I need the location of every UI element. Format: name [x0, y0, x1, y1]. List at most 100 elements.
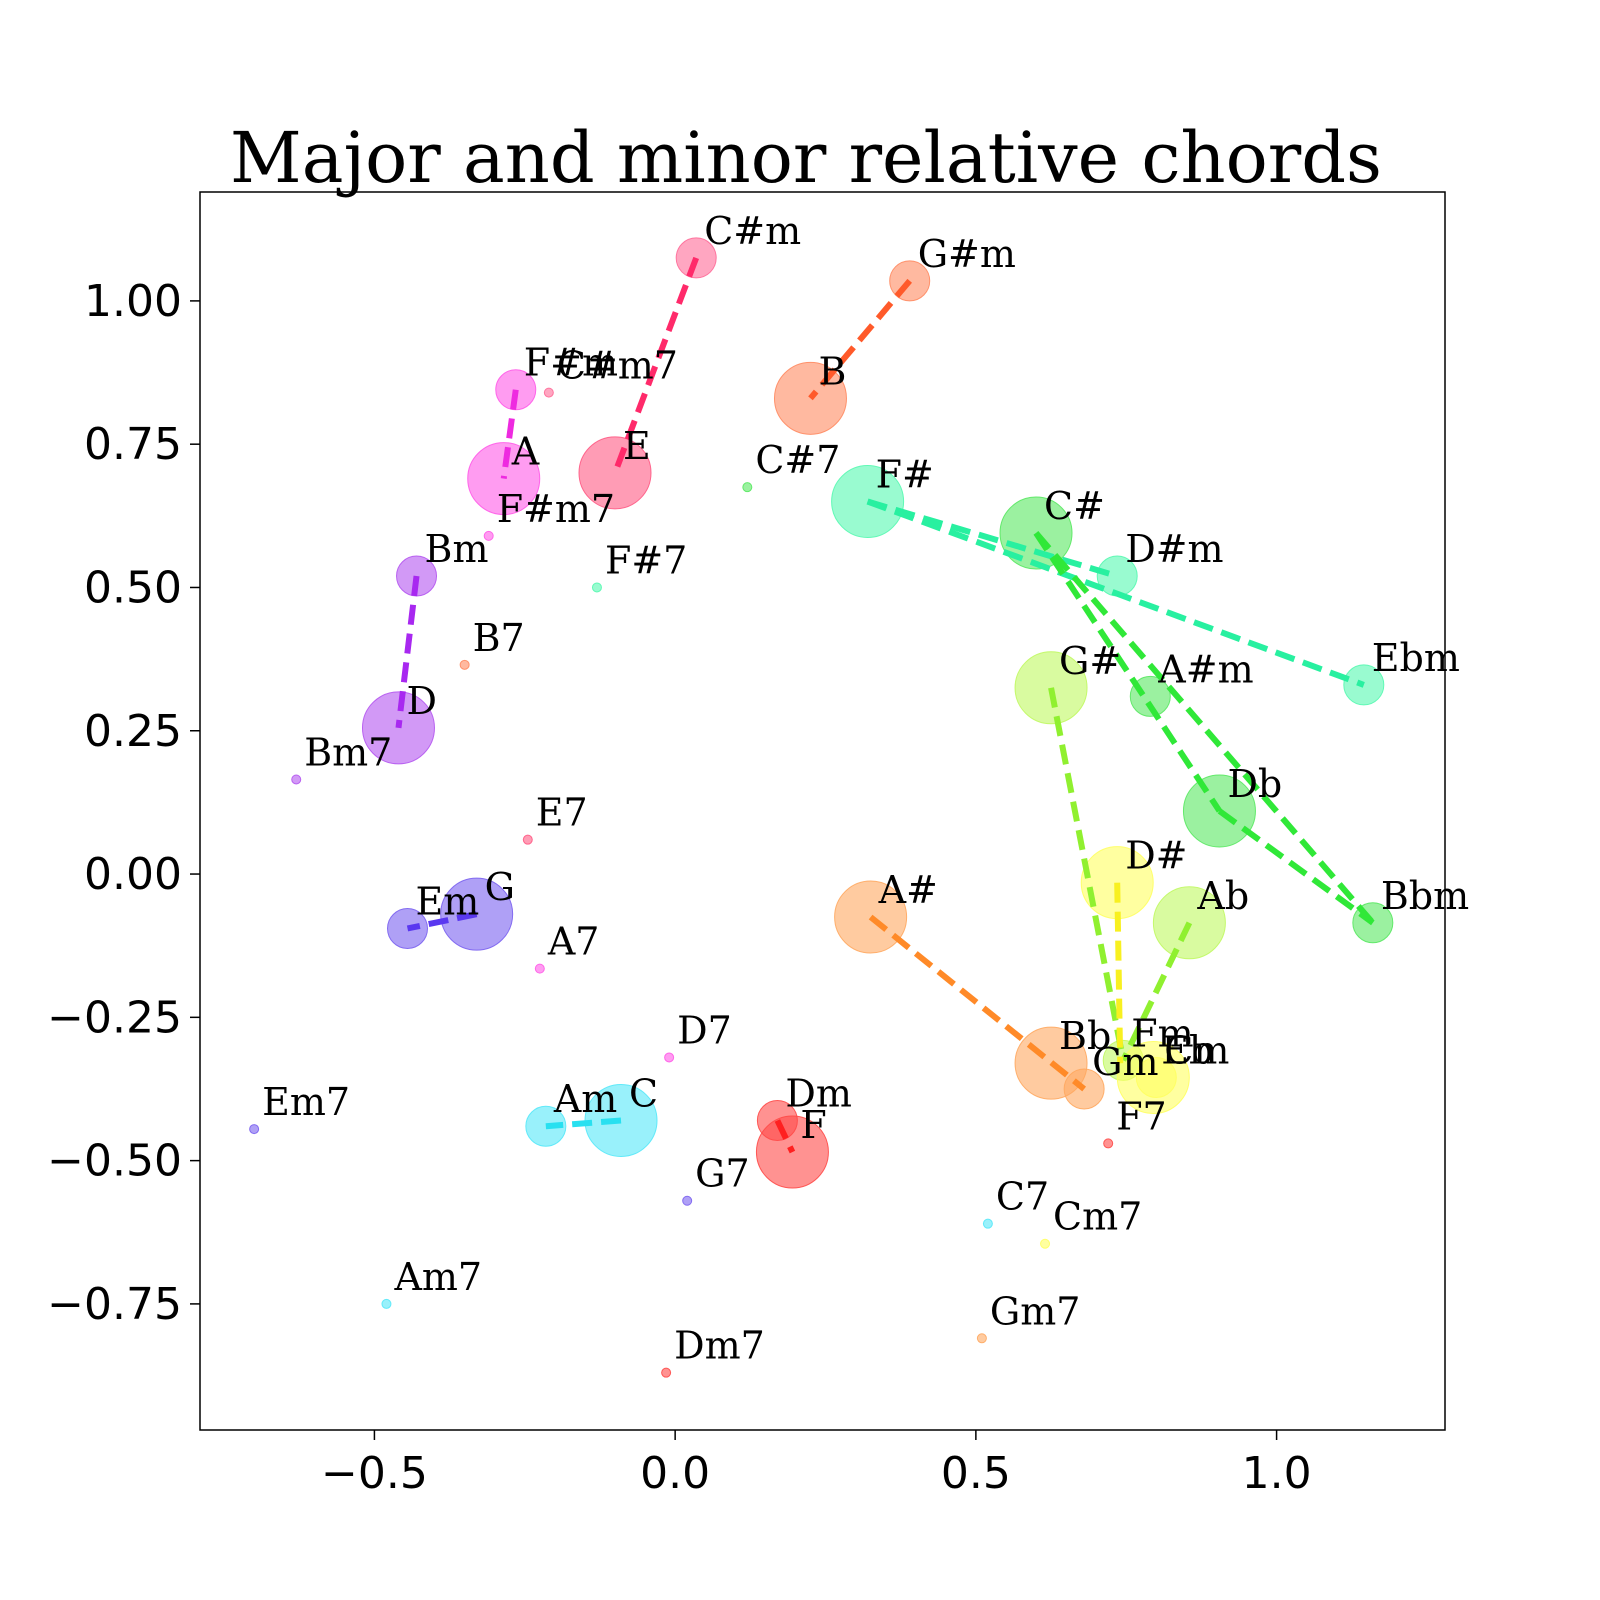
marker-dm7	[661, 1367, 672, 1378]
marker-eb	[1116, 1041, 1190, 1115]
label-g-sharp: G#	[1059, 639, 1121, 683]
relative-link	[545, 1117, 622, 1130]
label-d: D	[406, 679, 436, 723]
label-d-sharp: D#	[1125, 834, 1187, 878]
marker-b7	[459, 659, 470, 670]
label-b: B	[818, 349, 846, 393]
plot-frame	[199, 191, 1446, 1431]
relative-link	[868, 914, 1087, 1092]
marker-e	[578, 436, 652, 510]
relative-link	[1114, 882, 1124, 1064]
relative-link	[395, 575, 420, 729]
label-c-sharp: C#	[1044, 484, 1105, 528]
label-fm: Fm	[1131, 1011, 1193, 1055]
y-tick-label: −0.75	[47, 1279, 182, 1330]
label-c7: C7	[996, 1175, 1049, 1219]
label-c-sharpm: C#m	[704, 209, 801, 253]
relative-link	[500, 389, 519, 479]
y-tick-label: −0.25	[47, 992, 182, 1043]
x-tick-label: 1.0	[1242, 1448, 1312, 1499]
x-axis: −0.5 0.0 0.5 1.0	[321, 1430, 1312, 1499]
label-f-sharp7: F#7	[605, 538, 687, 582]
marker-bm7	[291, 774, 302, 785]
marker-f-sharpm7	[483, 530, 494, 541]
label-b7: B7	[473, 616, 525, 660]
label-dm7: Dm7	[674, 1324, 765, 1368]
chord-markers	[249, 237, 1394, 1378]
label-ab: Ab	[1196, 874, 1249, 918]
y-tick-label: 0.00	[84, 849, 182, 900]
label-em7: Em7	[262, 1080, 350, 1124]
marker-a7	[534, 963, 545, 974]
y-tick-label: 0.75	[84, 419, 182, 470]
chord-labels: C#m G#m C#m7 B F#m A E C#7 F# F#m7 C# D#m Bm F#7 B7 Ebm…	[262, 209, 1469, 1368]
label-bbm: Bbm	[1381, 874, 1469, 918]
label-f: F	[800, 1103, 826, 1147]
label-f-sharpm7: F#m7	[497, 487, 615, 531]
y-tick-label: −0.50	[47, 1136, 182, 1187]
marker-f7	[1103, 1138, 1114, 1149]
relative-link	[1048, 687, 1127, 1061]
relative-link	[1217, 808, 1375, 926]
label-f-sharp: F#	[876, 453, 934, 497]
marker-g7	[682, 1195, 693, 1206]
label-gm7: Gm7	[990, 1289, 1081, 1333]
y-tick-label: 0.50	[84, 562, 182, 613]
marker-e7	[522, 834, 533, 845]
x-tick-label: 0.0	[640, 1448, 710, 1499]
label-cm: Cm	[1164, 1029, 1229, 1073]
marker-am7	[381, 1298, 392, 1309]
marker-gm7	[976, 1333, 987, 1344]
label-a-sharp: A#	[878, 868, 938, 912]
relative-link	[612, 256, 700, 474]
marker-c-sharpm7	[543, 387, 554, 398]
marker-cm7	[1040, 1238, 1051, 1249]
label-eb: Eb	[1161, 1029, 1213, 1073]
y-tick-label: 0.25	[84, 706, 182, 757]
label-g7: G7	[695, 1152, 750, 1196]
relative-link	[774, 1119, 796, 1154]
relative-link	[866, 498, 1365, 688]
x-tick-label: 0.5	[941, 1448, 1011, 1499]
label-dm: Dm	[785, 1072, 852, 1116]
relative-link	[1120, 921, 1193, 1062]
chart-title: Major and minor relative chords	[230, 117, 1382, 199]
label-a: A	[511, 430, 540, 474]
marker-f-sharp7	[591, 582, 602, 593]
label-em: Em	[416, 879, 480, 923]
label-c-sharp7: C#7	[755, 438, 840, 482]
label-bb: Bb	[1059, 1014, 1111, 1058]
label-d7: D7	[677, 1008, 732, 1052]
label-f-sharpm: F#m	[524, 341, 618, 385]
x-tick-label: −0.5	[321, 1448, 428, 1499]
label-c: C	[629, 1072, 658, 1116]
marker-c7	[982, 1218, 993, 1229]
relative-chord-links	[395, 256, 1376, 1154]
y-axis: 1.00 0.75 0.50 0.25 0.00 −0.25 −0.50 −0.75	[47, 276, 200, 1330]
relative-link	[1033, 531, 1222, 813]
label-am: Am	[553, 1077, 617, 1121]
label-g: G	[485, 865, 515, 909]
label-ebm: Ebm	[1372, 636, 1460, 680]
label-bm7: Bm7	[304, 730, 392, 774]
relative-link	[866, 498, 1119, 579]
label-a-sharpm: A#m	[1157, 647, 1253, 691]
label-a7: A7	[547, 920, 600, 964]
label-cm7: Cm7	[1053, 1195, 1142, 1239]
relative-link	[808, 278, 913, 401]
label-bm: Bm	[425, 527, 489, 571]
label-d-sharpm: D#m	[1125, 527, 1223, 571]
label-c-sharpm7: C#m7	[557, 344, 678, 388]
marker-em7	[249, 1124, 260, 1135]
marker-c-sharp7	[742, 482, 753, 493]
label-e: E	[623, 424, 651, 468]
relative-link	[406, 911, 478, 932]
marker-d7	[664, 1052, 675, 1063]
label-g-sharpm: G#m	[918, 232, 1016, 276]
y-tick-label: 1.00	[84, 276, 182, 327]
label-e7: E7	[536, 791, 588, 835]
label-db: Db	[1227, 762, 1282, 806]
label-f7: F7	[1116, 1094, 1167, 1138]
label-gm: Gm	[1092, 1040, 1158, 1084]
